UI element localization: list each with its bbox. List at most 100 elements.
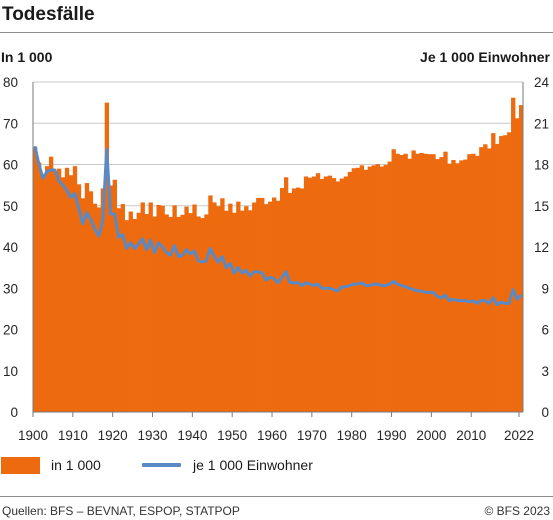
bar-1958	[264, 204, 269, 412]
bar-1927	[140, 202, 145, 412]
bar-1914	[88, 191, 94, 412]
bar-2007	[459, 160, 464, 412]
bar-1909	[68, 175, 74, 412]
bar-2013	[483, 144, 488, 412]
right-y-tick-label: 3	[541, 364, 549, 379]
bar-1912	[80, 198, 86, 412]
line-point-1961	[277, 281, 279, 284]
line-point-2022	[520, 294, 522, 296]
line-point-2020	[512, 288, 514, 291]
bar-2008	[463, 159, 468, 412]
x-tick-label: 1960	[257, 428, 287, 443]
line-point-1911	[78, 207, 80, 210]
line-point-1946	[217, 261, 220, 263]
bar-1996	[415, 153, 420, 412]
bar-1916	[96, 207, 102, 412]
line-point-2015	[492, 297, 494, 299]
line-point-1949	[229, 262, 231, 265]
bar-1901	[36, 162, 42, 412]
bar-2019	[507, 132, 512, 412]
bar-1972	[319, 178, 325, 412]
bar-1937	[180, 214, 185, 412]
left-y-tick-label: 80	[3, 75, 18, 90]
x-tick-label: 1910	[58, 428, 88, 443]
bar-1994	[407, 158, 412, 412]
line-point-1925	[133, 247, 136, 250]
bar-1936	[176, 216, 181, 412]
bar-1953	[244, 206, 249, 412]
line-point-1936	[177, 255, 180, 258]
left-y-tick-label: 40	[3, 240, 18, 255]
legend-bar-label: in 1 000	[51, 457, 101, 473]
tick-labels: 0 10 20 30 40 50 60 70 80 0 3 6 9 12 15 18 21 24 1900 1910 1…	[3, 75, 550, 443]
bar-2015	[491, 133, 496, 412]
line-point-1958	[265, 279, 267, 281]
line-point-1919	[109, 213, 112, 215]
left-y-tick-label: 60	[3, 158, 18, 173]
line-point-1955	[253, 270, 255, 273]
line-point-1994	[408, 287, 411, 290]
x-tick-label: 1950	[217, 428, 247, 443]
bar-1950	[232, 212, 237, 412]
right-axis-unit-label: Je 1 000 Einwohner	[420, 49, 550, 65]
bar-1970	[311, 176, 317, 412]
line-point-1943	[205, 259, 208, 262]
line-point-1906	[58, 180, 60, 182]
line-point-1969	[309, 283, 311, 285]
bar-1900	[33, 146, 38, 412]
bar-1918	[104, 102, 110, 412]
bar-1965	[291, 188, 297, 412]
x-tick-label: 1900	[18, 428, 48, 443]
line-point-1917	[101, 220, 104, 222]
right-y-tick-label: 15	[534, 199, 549, 214]
bar-1999	[427, 154, 432, 412]
bar-1934	[168, 216, 173, 412]
line-point-1913	[85, 211, 88, 214]
line-point-1933	[165, 251, 168, 254]
line-point-1962	[281, 276, 283, 279]
line-point-1984	[368, 284, 371, 287]
bar-1943	[204, 214, 209, 412]
bar-1931	[156, 204, 161, 412]
bar-1926	[136, 212, 141, 412]
line-point-1988	[384, 284, 387, 287]
bar-1964	[287, 192, 293, 412]
bar-1967	[299, 188, 305, 412]
line-point-1945	[213, 255, 216, 258]
line-point-1979	[348, 284, 351, 287]
bar-2021	[515, 118, 520, 413]
bar-1989	[387, 161, 392, 412]
line-point-1926	[137, 243, 140, 246]
x-tick-label: 1990	[377, 428, 407, 443]
line-point-2011	[476, 302, 478, 305]
bar-1969	[307, 177, 313, 412]
bar-1982	[359, 165, 365, 412]
line-point-1912	[81, 222, 84, 225]
bar-2002	[439, 157, 444, 412]
line-point-1968	[305, 281, 307, 284]
line-point-2000	[432, 291, 435, 294]
line-point-1956	[257, 270, 259, 273]
bar-1928	[144, 214, 149, 412]
line-point-1930	[153, 251, 156, 254]
line-point-1948	[225, 266, 228, 269]
line-point-1997	[420, 290, 423, 292]
line-point-1909	[70, 196, 72, 199]
line-point-1964	[289, 281, 291, 284]
line-point-1940	[193, 250, 196, 252]
bar-2012	[479, 147, 484, 413]
line-point-1976	[336, 290, 339, 292]
line-point-1942	[201, 261, 204, 263]
line-point-2010	[472, 299, 475, 302]
legend-item-line: je 1 000 Einwohner	[142, 455, 313, 475]
line-point-1932	[161, 246, 164, 248]
line-point-1999	[428, 291, 431, 294]
line-point-1973	[325, 287, 327, 290]
line-point-2014	[488, 302, 490, 305]
line-point-1944	[209, 247, 212, 250]
bar-1944	[208, 195, 213, 412]
left-y-tick-label: 0	[10, 405, 18, 420]
bar-2018	[503, 135, 508, 412]
bar-2001	[435, 159, 440, 412]
